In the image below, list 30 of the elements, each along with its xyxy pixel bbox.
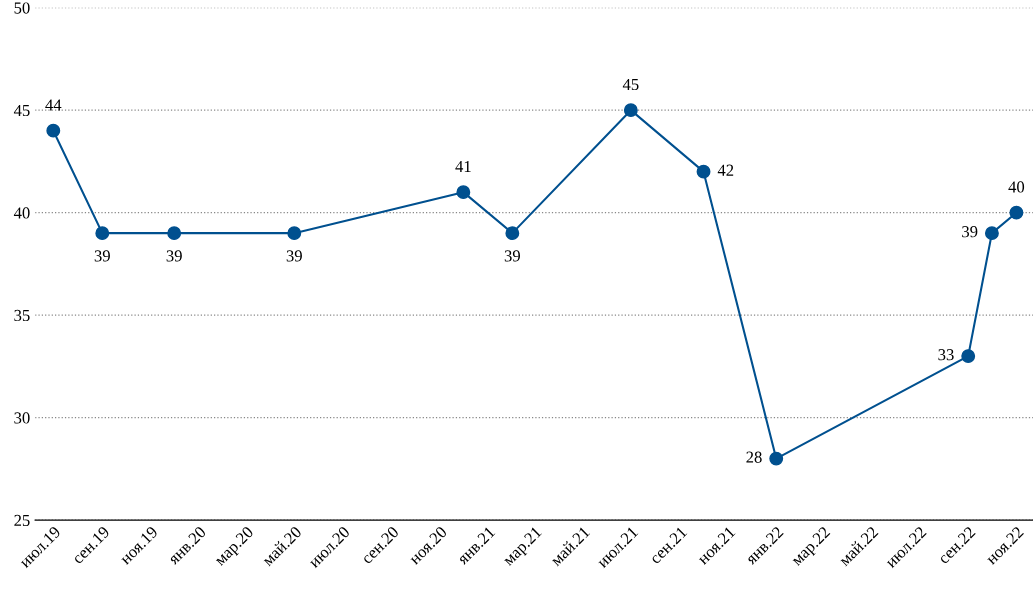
point <box>984 226 999 241</box>
data-label: 45 <box>622 78 639 91</box>
y-tick-label: 35 <box>14 309 30 322</box>
data-label: 39 <box>94 250 110 262</box>
data-label: 39 <box>504 250 520 262</box>
data-label: 39 <box>166 250 182 262</box>
data-label: 33 <box>938 349 954 361</box>
data-label: 44 <box>45 99 62 111</box>
y-tick-label: 45 <box>13 104 30 117</box>
point <box>505 226 520 241</box>
data-label: 41 <box>455 160 471 172</box>
data-label: 39 <box>286 250 302 262</box>
data-label: 28 <box>746 451 762 463</box>
point <box>769 451 784 466</box>
point <box>95 226 110 241</box>
y-tick-label: 30 <box>14 412 30 424</box>
point <box>167 226 182 241</box>
point <box>287 226 302 241</box>
point <box>623 103 638 118</box>
point <box>696 164 711 179</box>
y-tick-label: 40 <box>13 207 30 219</box>
point <box>46 123 61 138</box>
y-tick-label: 25 <box>14 514 30 527</box>
point <box>1009 205 1024 220</box>
data-label: 39 <box>962 226 978 238</box>
y-tick-label: 50 <box>14 2 30 14</box>
point <box>456 185 471 200</box>
data-label: 40 <box>1008 181 1025 193</box>
point <box>961 349 976 364</box>
data-label: 42 <box>717 164 734 176</box>
